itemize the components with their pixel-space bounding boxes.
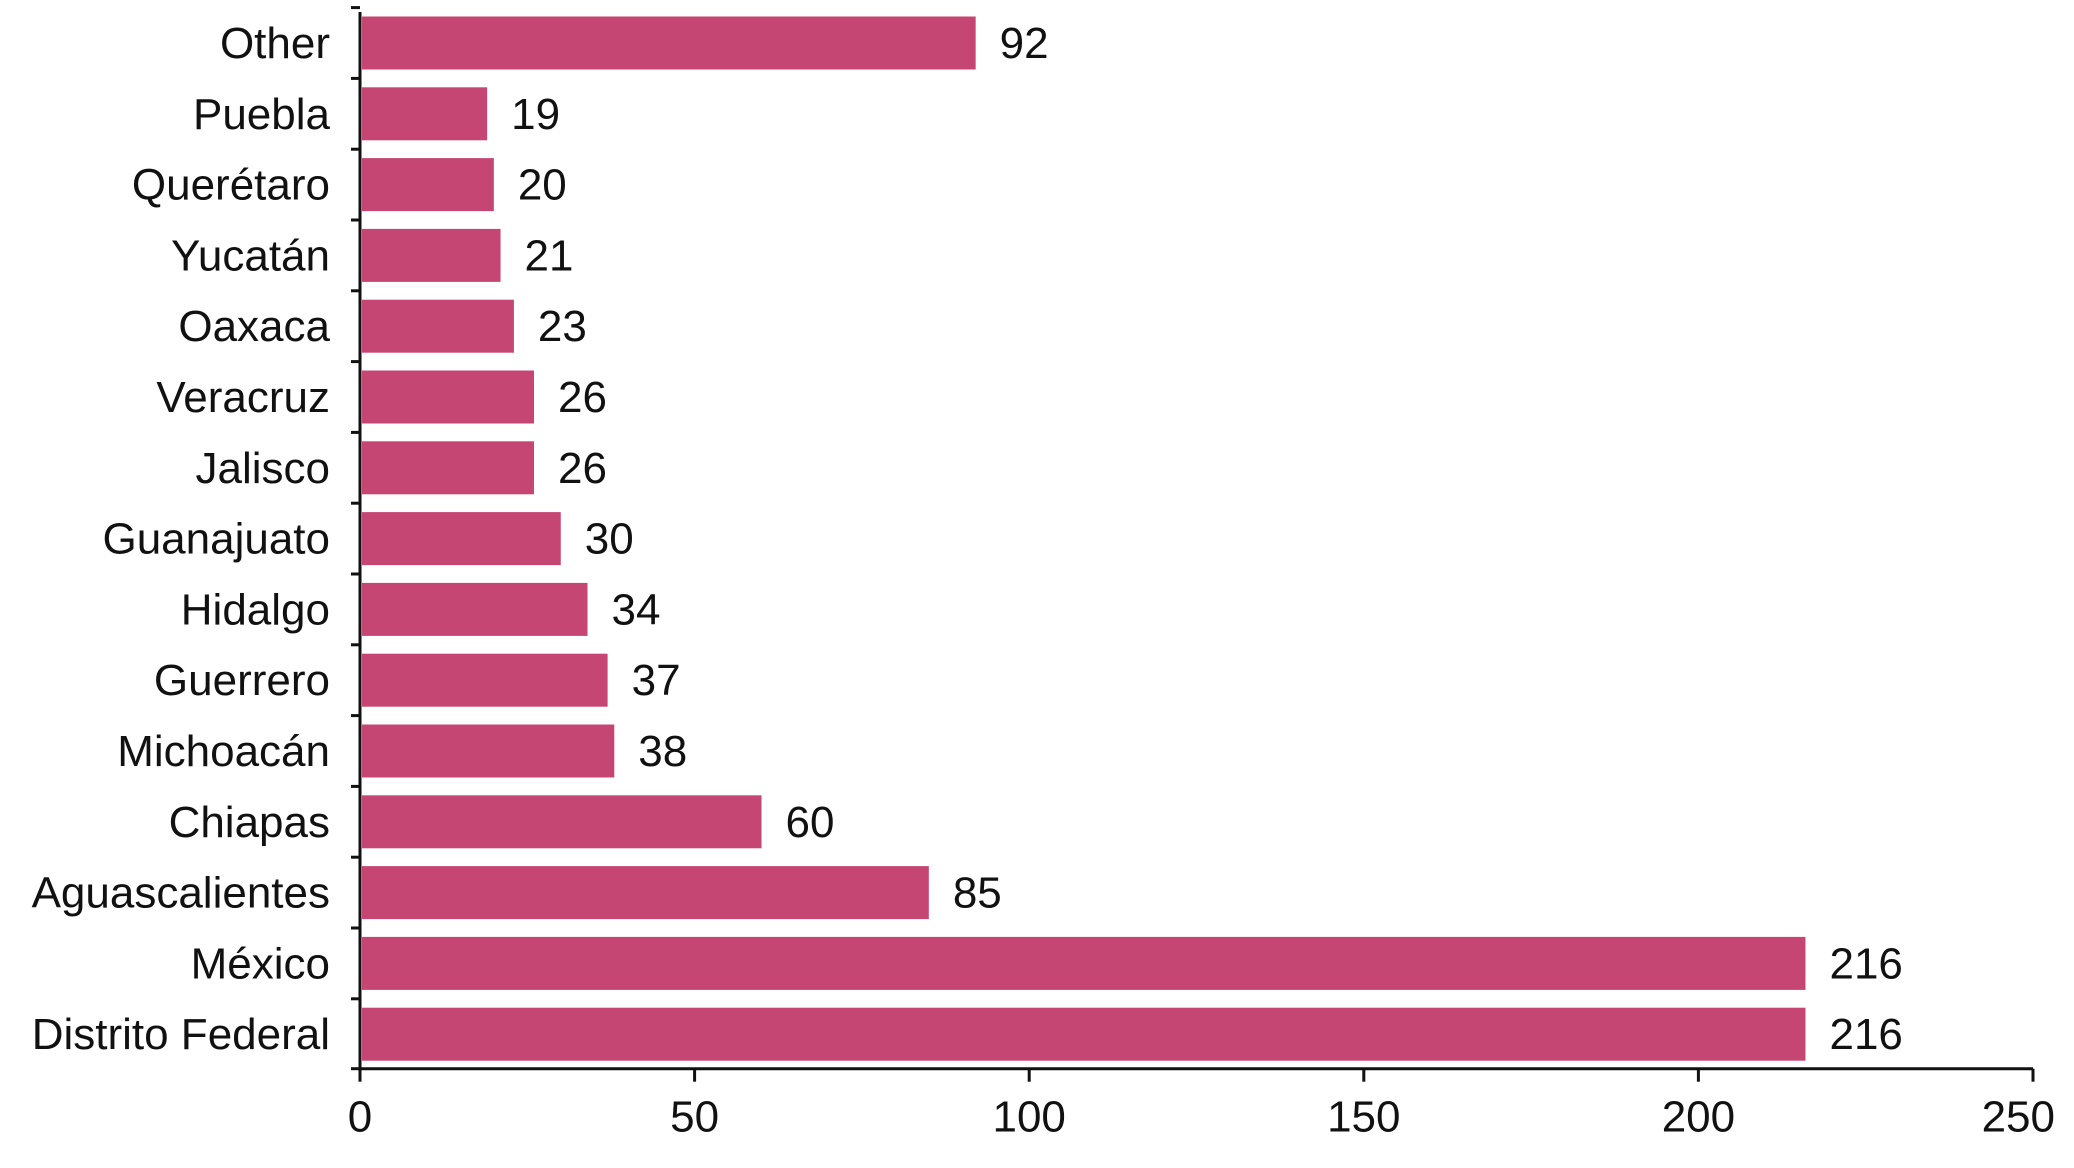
- bar-9: [362, 653, 608, 707]
- bar-6: [362, 441, 534, 495]
- value-labels-group: 92 19 20 21 23 26 26 30 34 37 38 60 85 216 216: [511, 19, 1903, 1059]
- x-tick-label-1: 50: [670, 1093, 719, 1142]
- category-label-7: Guanajuato: [102, 515, 330, 564]
- bar-14: [362, 1007, 1806, 1061]
- category-label-10: Michoacán: [117, 727, 330, 776]
- bars-group: [362, 16, 1806, 1061]
- bar-4: [362, 299, 514, 353]
- value-label-3: 21: [525, 231, 574, 280]
- value-label-0: 92: [1000, 19, 1049, 68]
- bar-12: [362, 866, 929, 920]
- category-label-14: Distrito Federal: [32, 1010, 330, 1059]
- value-label-6: 26: [558, 444, 607, 493]
- category-labels-group: Other Puebla Querétaro Yucatán Oaxaca Veracru…: [32, 19, 331, 1059]
- bar-3: [362, 228, 501, 282]
- category-label-12: Aguascalientes: [32, 869, 330, 918]
- bar-10: [362, 724, 615, 778]
- axes-group: 0 50 100 150 200 250: [348, 6, 2055, 1142]
- bar-7: [362, 512, 561, 566]
- x-tick-label-2: 100: [992, 1093, 1065, 1142]
- category-label-13: México: [191, 939, 330, 988]
- bar-8: [362, 582, 588, 636]
- value-label-12: 85: [953, 869, 1002, 918]
- category-label-2: Querétaro: [132, 161, 330, 210]
- value-label-4: 23: [538, 302, 587, 351]
- value-label-8: 34: [612, 585, 661, 634]
- bar-11: [362, 795, 762, 849]
- category-label-11: Chiapas: [169, 798, 330, 847]
- value-label-11: 60: [786, 798, 835, 847]
- x-tick-label-3: 150: [1327, 1093, 1400, 1142]
- bar-2: [362, 158, 494, 212]
- x-tick-label-5: 250: [1982, 1093, 2055, 1142]
- category-label-9: Guerrero: [154, 656, 330, 705]
- value-label-13: 216: [1829, 939, 1902, 988]
- category-label-8: Hidalgo: [181, 585, 330, 634]
- bar-5: [362, 370, 534, 424]
- category-label-5: Veracruz: [156, 373, 330, 422]
- value-label-1: 19: [511, 90, 560, 139]
- bar-13: [362, 936, 1806, 990]
- category-label-4: Oaxaca: [178, 302, 330, 351]
- value-label-2: 20: [518, 161, 567, 210]
- bar-0: [362, 16, 976, 70]
- category-label-3: Yucatán: [171, 231, 330, 280]
- value-label-7: 30: [585, 515, 634, 564]
- category-label-1: Puebla: [193, 90, 331, 139]
- value-label-9: 37: [632, 656, 681, 705]
- category-label-6: Jalisco: [196, 444, 331, 493]
- bar-1: [362, 87, 488, 141]
- x-tick-label-0: 0: [348, 1093, 372, 1142]
- x-tick-label-4: 200: [1662, 1093, 1735, 1142]
- category-label-0: Other: [220, 19, 330, 68]
- value-label-10: 38: [638, 727, 687, 776]
- value-label-14: 216: [1829, 1010, 1902, 1059]
- value-label-5: 26: [558, 373, 607, 422]
